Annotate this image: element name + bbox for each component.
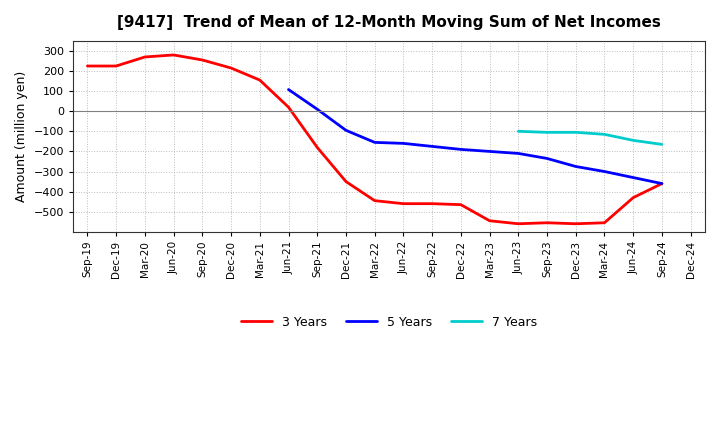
Y-axis label: Amount (million yen): Amount (million yen) [15, 71, 28, 202]
3 Years [83, 63, 91, 69]
Line: 5 Years: 5 Years [289, 89, 662, 183]
3 Years [112, 63, 120, 69]
3 Years [169, 52, 178, 58]
7 Years [600, 132, 609, 137]
5 Years [313, 106, 322, 112]
Line: 3 Years: 3 Years [87, 55, 662, 224]
3 Years [198, 57, 207, 62]
5 Years [456, 147, 465, 152]
5 Years [543, 156, 552, 161]
7 Years [629, 138, 637, 143]
3 Years [428, 201, 436, 206]
5 Years [399, 141, 408, 146]
5 Years [657, 181, 666, 186]
Legend: 3 Years, 5 Years, 7 Years: 3 Years, 5 Years, 7 Years [235, 311, 542, 334]
7 Years [657, 142, 666, 147]
Line: 7 Years: 7 Years [518, 131, 662, 144]
3 Years [341, 179, 350, 184]
7 Years [572, 130, 580, 135]
5 Years [428, 144, 436, 149]
7 Years [514, 128, 523, 134]
3 Years [140, 54, 149, 59]
3 Years [514, 221, 523, 227]
3 Years [284, 105, 293, 110]
3 Years [256, 77, 264, 83]
5 Years [341, 128, 350, 133]
3 Years [543, 220, 552, 225]
3 Years [485, 218, 494, 224]
3 Years [313, 145, 322, 150]
5 Years [485, 149, 494, 154]
7 Years [543, 130, 552, 135]
3 Years [629, 195, 637, 200]
5 Years [370, 140, 379, 145]
3 Years [600, 220, 609, 225]
5 Years [629, 175, 637, 180]
5 Years [284, 87, 293, 92]
3 Years [657, 181, 666, 186]
3 Years [399, 201, 408, 206]
5 Years [514, 151, 523, 156]
3 Years [572, 221, 580, 227]
3 Years [227, 66, 235, 71]
Title: [9417]  Trend of Mean of 12-Month Moving Sum of Net Incomes: [9417] Trend of Mean of 12-Month Moving … [117, 15, 661, 30]
5 Years [600, 169, 609, 174]
3 Years [456, 202, 465, 207]
3 Years [370, 198, 379, 203]
5 Years [572, 164, 580, 169]
